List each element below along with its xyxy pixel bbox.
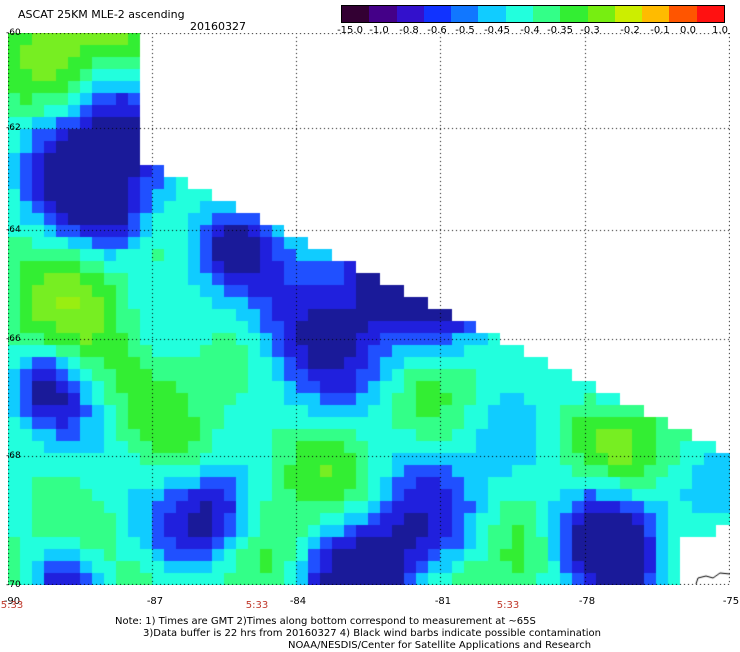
scale-label: 0.0 [680,25,696,36]
lon-label: -90 [3,596,21,607]
color-scale-swatch [342,6,370,22]
color-scale-swatch [396,6,424,22]
color-scale-swatch [614,6,643,22]
color-scale-swatch [642,6,670,22]
color-scale-swatch [532,6,561,22]
lon-label: -78 [578,596,596,607]
lon-label: -84 [289,596,307,607]
color-scale-swatch [478,6,506,22]
footnotes: Note: 1) Times are GMT 2)Times along bot… [115,616,601,652]
scale-label: 1.0 [712,25,728,36]
scale-label: -1.0 [369,25,389,36]
time-label: 5:33 [0,600,24,611]
note-line: 3)Data buffer is 22 hrs from 20160327 4)… [143,628,601,639]
note-line: NOAA/NESDIS/Center for Satellite Applica… [288,640,592,651]
color-scale-swatch [505,6,533,22]
product-title: ASCAT 25KM MLE-2 ascending [18,8,185,21]
color-scale-swatch [587,6,615,22]
scale-label: -0.1 [650,25,670,36]
scale-label: -0.8 [399,25,419,36]
lon-label: -75 [722,596,740,607]
scale-label: -0.3 [580,25,600,36]
lon-label: -87 [146,596,164,607]
lat-label: -64 [6,225,21,235]
wind-field-raster [8,33,730,585]
scale-label: -0.2 [620,25,640,36]
color-scale-swatch [369,6,397,22]
scale-label: -0.35 [547,25,573,36]
time-label: 5:33 [496,600,520,611]
time-label: 5:33 [245,600,269,611]
lat-label: -70 [6,580,21,590]
color-scale-bar [341,5,725,23]
color-scale-swatch [560,6,588,22]
scale-label: -0.5 [455,25,475,36]
lon-label: -81 [434,596,452,607]
scale-label: -0.4 [520,25,540,36]
color-scale-swatch [451,6,479,22]
product-date: 20160327 [190,20,246,33]
lat-label: -66 [6,334,21,344]
color-scale-labels: -15.0 -1.0 -0.8 -0.6 -0.5 -0.45 -0.4 -0.… [330,25,730,37]
wind-field-map[interactable] [8,33,730,585]
color-scale-swatch [669,6,697,22]
color-scale-swatch [423,6,452,22]
lat-label: -68 [6,451,21,461]
scale-label: -15.0 [337,25,363,36]
scale-label: -0.6 [427,25,447,36]
scale-label: -0.45 [484,25,510,36]
note-line: Note: 1) Times are GMT 2)Times along bot… [115,616,536,627]
lat-label: -60 [6,28,21,38]
color-scale-swatch [696,6,724,22]
lat-label: -62 [6,123,21,133]
